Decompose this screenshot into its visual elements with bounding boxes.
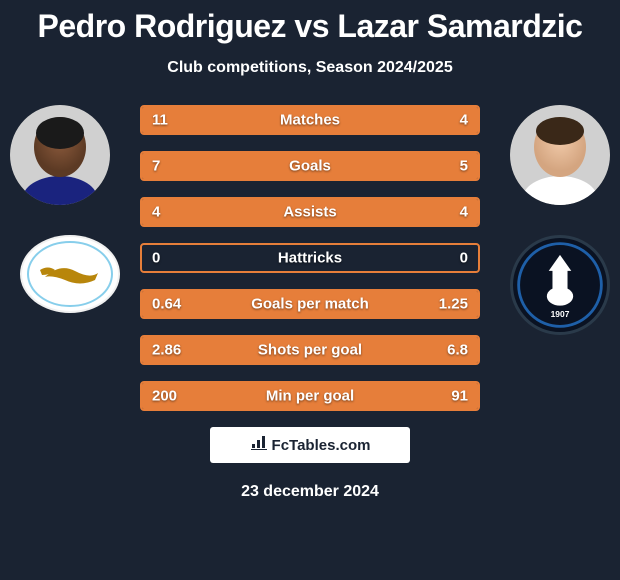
atalanta-logo-icon: 1907 xyxy=(513,238,607,332)
stat-value-left: 0.64 xyxy=(152,296,181,313)
watermark: FcTables.com xyxy=(210,427,410,463)
stat-row: 7 5 Goals xyxy=(140,151,480,181)
stat-value-right: 4 xyxy=(460,204,468,221)
comparison-content: 1907 11 4 Matches 7 5 Goals 4 4 Assists 0 0 Hattric… xyxy=(0,105,620,411)
stat-value-left: 2.86 xyxy=(152,342,181,359)
avatar-placeholder-right xyxy=(510,105,610,205)
stat-value-right: 4 xyxy=(460,112,468,129)
stat-value-left: 11 xyxy=(152,112,168,129)
stat-value-right: 0 xyxy=(460,250,468,267)
stat-label: Shots per goal xyxy=(258,342,362,359)
bar-right-fill xyxy=(337,153,478,179)
stat-label: Goals xyxy=(289,158,331,175)
stat-value-left: 0 xyxy=(152,250,160,267)
stat-row: 0 0 Hattricks xyxy=(140,243,480,273)
stat-value-left: 200 xyxy=(152,388,177,405)
subtitle: Club competitions, Season 2024/2025 xyxy=(0,59,620,77)
stat-label: Hattricks xyxy=(278,250,342,267)
svg-text:1907: 1907 xyxy=(551,309,570,319)
stat-value-left: 4 xyxy=(152,204,160,221)
club-left-logo xyxy=(20,235,120,313)
bar-left-fill xyxy=(142,107,387,133)
stat-value-right: 91 xyxy=(451,388,468,405)
stat-value-right: 1.25 xyxy=(439,296,468,313)
stat-row: 11 4 Matches xyxy=(140,105,480,135)
stat-row: 4 4 Assists xyxy=(140,197,480,227)
stat-label: Min per goal xyxy=(266,388,354,405)
stat-row: 0.64 1.25 Goals per match xyxy=(140,289,480,319)
chart-icon xyxy=(250,434,268,456)
stat-label: Goals per match xyxy=(251,296,369,313)
stat-row: 200 91 Min per goal xyxy=(140,381,480,411)
player-right-avatar xyxy=(510,105,610,205)
avatar-placeholder-left xyxy=(10,105,110,205)
lazio-logo-icon xyxy=(20,235,120,313)
page-title: Pedro Rodriguez vs Lazar Samardzic xyxy=(0,0,620,45)
club-right-logo: 1907 xyxy=(510,235,610,335)
stat-bars-container: 11 4 Matches 7 5 Goals 4 4 Assists 0 0 Hattricks 0.6… xyxy=(140,105,480,411)
stat-label: Matches xyxy=(280,112,340,129)
player-left-avatar xyxy=(10,105,110,205)
watermark-label: FcTables.com xyxy=(272,437,371,454)
date-label: 23 december 2024 xyxy=(0,483,620,501)
stat-row: 2.86 6.8 Shots per goal xyxy=(140,335,480,365)
stat-label: Assists xyxy=(283,204,336,221)
stat-value-left: 7 xyxy=(152,158,160,175)
stat-value-right: 5 xyxy=(460,158,468,175)
stat-value-right: 6.8 xyxy=(447,342,468,359)
